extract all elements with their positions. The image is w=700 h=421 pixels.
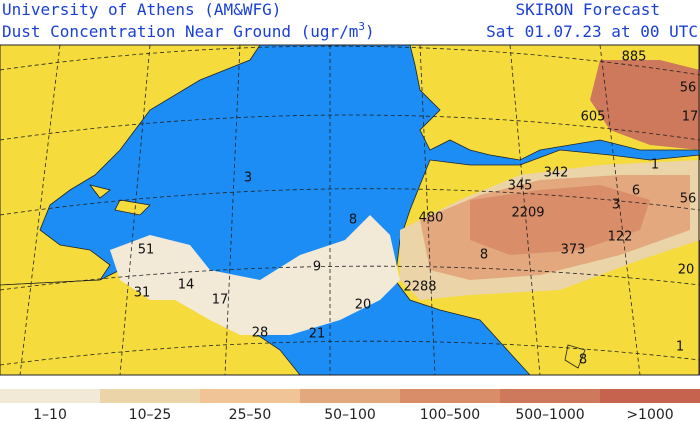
concentration-label: 885 bbox=[622, 50, 647, 65]
concentration-label: 14 bbox=[178, 278, 195, 293]
product-suffix: ) bbox=[365, 22, 375, 41]
concentration-label: 8 bbox=[480, 248, 488, 263]
concentration-label: 345 bbox=[508, 179, 533, 194]
legend-label: 500–1000 bbox=[515, 407, 584, 421]
concentration-label: 373 bbox=[561, 243, 586, 258]
legend-label: 50–100 bbox=[324, 407, 376, 421]
concentration-label: 8 bbox=[579, 353, 587, 368]
legend-label: >1000 bbox=[626, 407, 673, 421]
dust-field bbox=[110, 60, 700, 335]
concentration-label: 31 bbox=[134, 286, 151, 301]
concentration-label: 2288 bbox=[403, 280, 436, 295]
legend-swatch bbox=[400, 389, 500, 403]
legend-swatch bbox=[100, 389, 200, 403]
legend-swatch bbox=[300, 389, 400, 403]
concentration-label: 122 bbox=[608, 230, 633, 245]
legend-label: 10–25 bbox=[129, 407, 172, 421]
concentration-label: 17 bbox=[682, 110, 699, 125]
model-name: SKIRON Forecast bbox=[516, 0, 661, 19]
concentration-label: 21 bbox=[309, 327, 326, 342]
concentration-label: 28 bbox=[252, 326, 269, 341]
concentration-label: 2209 bbox=[511, 206, 544, 221]
valid-time: Sat 01.07.23 at 00 UTC bbox=[486, 22, 698, 41]
legend-swatch bbox=[200, 389, 300, 403]
product-superscript: 3 bbox=[358, 20, 365, 33]
concentration-label: 6 bbox=[632, 184, 640, 199]
legend-swatch bbox=[600, 389, 700, 403]
concentration-label: 480 bbox=[419, 211, 444, 226]
dust-low bbox=[110, 215, 400, 335]
concentration-label: 20 bbox=[355, 298, 372, 313]
north-america bbox=[0, 44, 261, 286]
graticule bbox=[0, 44, 700, 376]
concentration-label: 605 bbox=[581, 110, 606, 125]
concentration-label: 8 bbox=[349, 213, 357, 228]
legend: 1–10 10–25 25–50 50–100 100–500 500–1000 >1000 bbox=[0, 389, 700, 421]
legend-swatch bbox=[500, 389, 600, 403]
concentration-label: 342 bbox=[544, 166, 569, 181]
concentration-label: 56 bbox=[680, 192, 697, 207]
product-title: Dust Concentration Near Ground (ugr/m3) bbox=[2, 20, 375, 41]
concentration-label: 20 bbox=[678, 263, 695, 278]
legend-label: 25–50 bbox=[229, 407, 272, 421]
institution: University of Athens (AM&WFG) bbox=[2, 0, 281, 19]
legend-label: 100–500 bbox=[420, 407, 480, 421]
island bbox=[564, 344, 586, 369]
concentration-label: 9 bbox=[313, 260, 321, 275]
map bbox=[0, 44, 700, 376]
concentration-label: 17 bbox=[212, 293, 229, 308]
legend-swatch bbox=[0, 389, 100, 403]
concentration-label: 51 bbox=[138, 243, 155, 258]
dust-100-500 bbox=[470, 185, 650, 255]
legend-label: 1–10 bbox=[33, 407, 67, 421]
concentration-label: 3 bbox=[244, 171, 252, 186]
concentration-label: 3 bbox=[612, 198, 620, 213]
concentration-label: 56 bbox=[680, 81, 697, 96]
dust-east bbox=[590, 60, 700, 150]
map-labels: 885 56 605 17 1 342 345 6 56 3 480 2209 8 122 373 51 8 9 1… bbox=[134, 50, 699, 368]
product-prefix: Dust Concentration Near Ground (ugr/m bbox=[2, 22, 358, 41]
concentration-label: 1 bbox=[651, 158, 659, 173]
concentration-label: 1 bbox=[676, 340, 684, 355]
